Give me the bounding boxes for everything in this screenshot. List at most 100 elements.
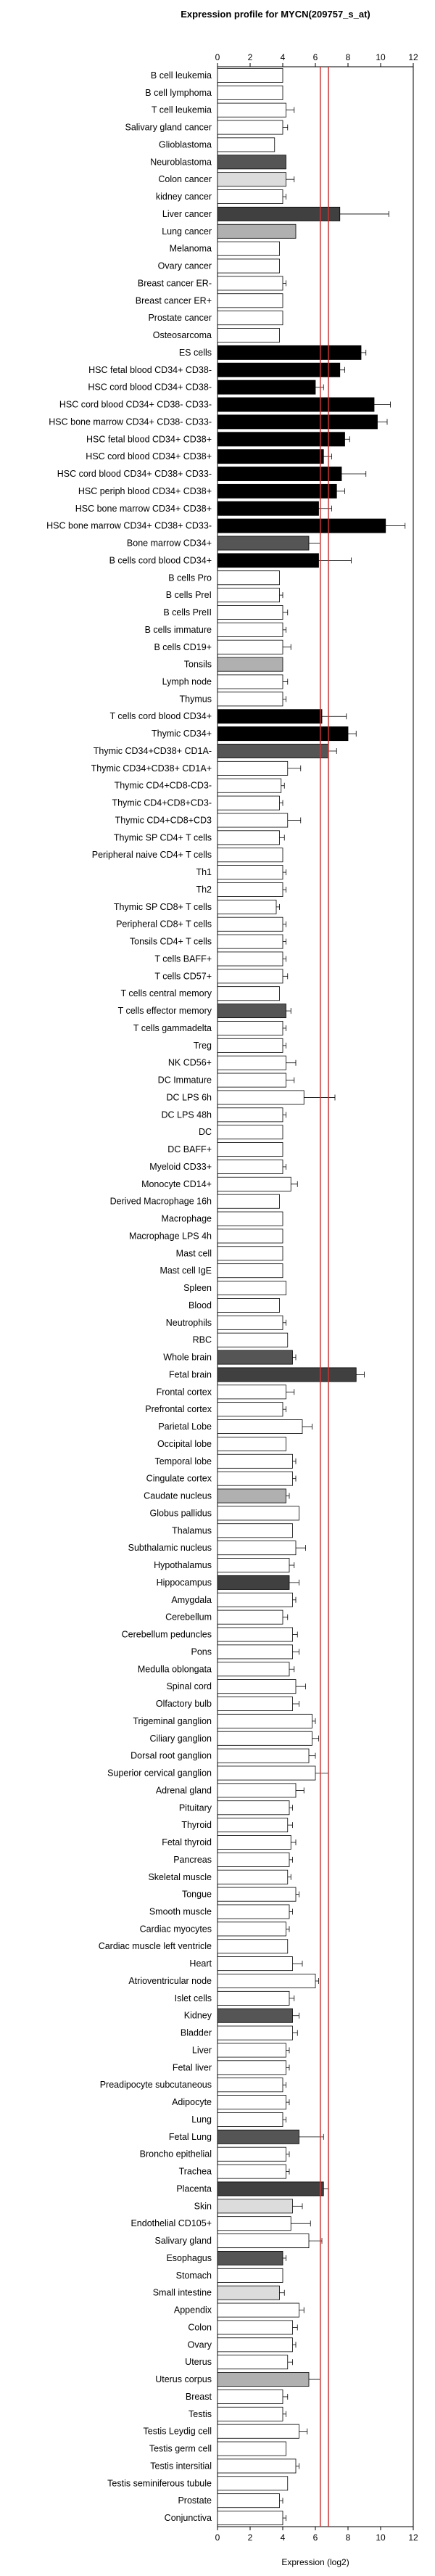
category-label: Cingulate cortex (146, 1474, 212, 1484)
category-label: T cells cord blood CD34+ (110, 711, 212, 721)
category-label: T cells gammadelta (133, 1023, 212, 1033)
category-label: Olfactory bulb (156, 1699, 212, 1709)
bar (217, 1731, 312, 1746)
category-label: Liver (192, 2045, 212, 2055)
category-label: Breast (186, 2392, 212, 2402)
category-label: T cells CD57+ (154, 971, 212, 981)
category-label: Neutrophils (166, 1318, 212, 1328)
bar (217, 397, 375, 412)
category-label: Hypothalamus (154, 1560, 212, 1570)
bar (217, 2441, 286, 2456)
category-label: Occipital lobe (157, 1439, 212, 1449)
category-label: HSC cord blood CD34+ CD38+ CD33- (57, 469, 212, 479)
category-label: Stomach (176, 2271, 212, 2281)
category-label: Smooth muscle (149, 1907, 212, 1917)
bar (217, 882, 283, 897)
bar (217, 2025, 293, 2040)
category-label: Cardiac myocytes (140, 1924, 212, 1934)
category-label: Cerebellum (165, 1612, 212, 1623)
bar (217, 2320, 293, 2335)
bar (217, 969, 283, 984)
category-label: Spinal cord (166, 1681, 212, 1691)
bar (217, 362, 341, 377)
x-tick-label-bottom: 8 (346, 2532, 351, 2543)
category-label: HSC cord blood CD34+ CD38- (88, 382, 212, 393)
category-label: Pons (191, 1646, 212, 1657)
category-label: T cell leukemia (152, 105, 212, 115)
category-label: Tonsils CD4+ T cells (130, 937, 212, 947)
bar (217, 1800, 290, 1816)
category-label: Cardiac muscle left ventricle (99, 1941, 212, 1951)
bar (217, 1575, 290, 1590)
bar (217, 657, 283, 672)
category-label: T cells central memory (121, 988, 212, 998)
category-label: Parietal Lobe (158, 1422, 212, 1432)
category-label: B cells CD19+ (154, 642, 212, 652)
bar (217, 2095, 286, 2110)
category-label: Th1 (196, 867, 212, 877)
category-label: Endothelial CD105+ (130, 2218, 212, 2228)
bar (217, 223, 297, 239)
category-label: Trigeminal ganglion (133, 1716, 212, 1726)
bar (217, 1281, 286, 1296)
category-label: HSC bone marrow CD34+ CD38- CD33- (49, 417, 212, 427)
bar (217, 1783, 297, 1798)
category-label: Glioblastoma (159, 139, 212, 149)
bar (217, 1939, 289, 1954)
category-label: Frontal cortex (157, 1387, 212, 1397)
bar (217, 85, 283, 100)
category-label: Thymic CD34+CD38+ CD1A- (94, 746, 212, 756)
bar (217, 2302, 299, 2318)
bar (217, 206, 341, 221)
bar (217, 916, 283, 932)
bar (217, 588, 280, 603)
category-label: DC LPS 6h (166, 1092, 212, 1102)
category-label: Treg (194, 1041, 212, 1051)
bar (217, 2390, 283, 2404)
bar (217, 553, 319, 568)
category-label: Skeletal muscle (148, 1872, 212, 1882)
bar (217, 276, 283, 291)
bar (217, 951, 283, 967)
category-label: Liver cancer (162, 209, 212, 219)
bar (217, 241, 280, 256)
category-label: Thymus (180, 694, 212, 704)
bar (217, 1038, 283, 1053)
category-label: Macrophage LPS 4h (129, 1231, 212, 1241)
bar (217, 2043, 286, 2058)
category-label: B cell lymphoma (145, 88, 212, 98)
bar (217, 986, 280, 1001)
category-label: Melanoma (170, 244, 212, 254)
bar (217, 1246, 283, 1261)
category-label: Tongue (182, 1890, 212, 1900)
bar (217, 1852, 290, 1867)
category-label: Appendix (174, 2305, 212, 2315)
x-tick-label-top: 2 (248, 52, 253, 62)
category-label: Peripheral naive CD4+ T cells (92, 850, 212, 860)
bar (217, 1974, 316, 1988)
x-tick-label-bottom: 12 (408, 2532, 418, 2543)
category-label: Uterus (185, 2357, 212, 2367)
bar (217, 1765, 316, 1781)
bar (217, 258, 280, 274)
bar (217, 692, 283, 707)
category-label: DC Immature (158, 1075, 212, 1086)
category-label: B cells PreI (166, 590, 212, 600)
category-label: Thymic CD4+CD8-CD3- (115, 781, 212, 791)
bar (217, 2199, 293, 2214)
category-label: Prefrontal cortex (145, 1404, 212, 1414)
category-label: Thalamus (172, 1525, 212, 1535)
bar (217, 2372, 310, 2387)
bar (217, 2164, 286, 2179)
x-tick-label-top: 4 (281, 52, 286, 62)
category-label: Medulla oblongata (138, 1664, 212, 1674)
category-label: DC (199, 1127, 212, 1137)
bar (217, 102, 286, 118)
category-label: Esophagus (166, 2253, 212, 2263)
bar (217, 1350, 293, 1365)
category-label: B cells PreII (163, 607, 212, 618)
category-label: Testis Leydig cell (144, 2427, 212, 2437)
bar (217, 1004, 286, 1019)
category-label: Lung cancer (162, 226, 212, 237)
bar (217, 2077, 283, 2093)
